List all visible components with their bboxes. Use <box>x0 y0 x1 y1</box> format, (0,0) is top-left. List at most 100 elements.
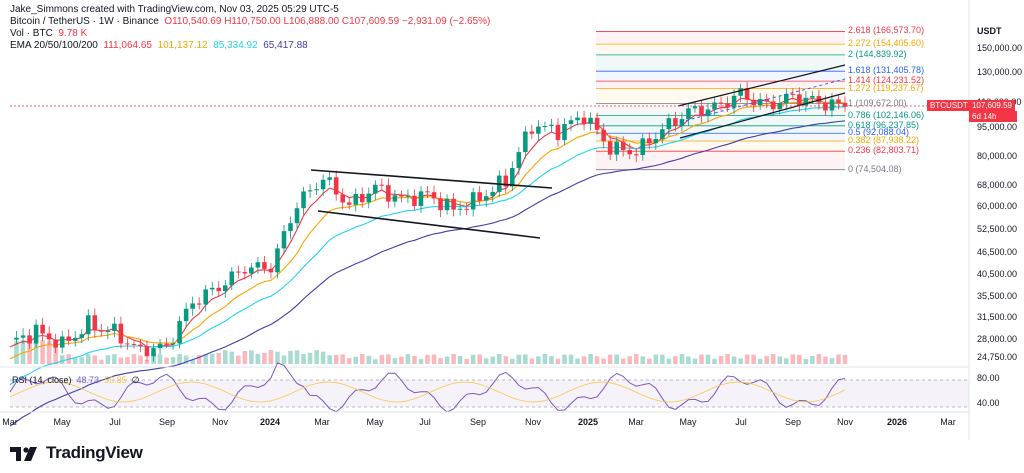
candle-body <box>823 102 828 111</box>
price-tick-label: 28,000.00 <box>977 334 1018 344</box>
volume-bar <box>112 354 117 364</box>
fib-label: 0 (74,504.08) <box>848 163 902 174</box>
ema20-value: 111,064.65 <box>103 40 152 51</box>
tradingview-logo[interactable]: TradingView <box>10 442 143 464</box>
volume-bar <box>464 358 469 364</box>
fib-labels: 2.618 (166,573.70) 2.272 (154,405.60) 2 (1… <box>760 0 969 200</box>
candle-body <box>294 208 300 224</box>
volume-bar <box>555 358 561 364</box>
candle-body <box>614 141 619 155</box>
candle-body <box>757 99 763 106</box>
price-chart[interactable]: Mar May Jul Sep Nov 2024 Mar May Jul Sep Nov 2025 Ma… <box>0 0 1024 440</box>
volume-bar <box>770 354 776 364</box>
volume-bar <box>444 356 450 364</box>
volume-bar <box>784 358 789 364</box>
fib-label: 0.618 (96,237.85) <box>848 119 920 130</box>
volume-bar <box>829 358 835 364</box>
tradingview-logo-icon <box>10 446 40 461</box>
ema200-line <box>9 120 846 427</box>
volume-bar <box>92 355 98 364</box>
volume-bar <box>836 354 841 364</box>
candle-body <box>418 191 424 206</box>
fib-label: 2.272 (154,405.60) <box>848 38 925 49</box>
rsi-tick-label: 80.00 <box>977 373 1000 383</box>
volume-bar <box>170 357 176 364</box>
candle-body <box>536 126 541 134</box>
volume-bar <box>190 359 195 364</box>
volume-bar <box>673 356 678 364</box>
candle-body <box>268 268 274 273</box>
volume-bar <box>647 358 652 364</box>
volume-bar <box>229 351 235 364</box>
candle-body <box>222 285 228 292</box>
candle-body <box>660 129 665 139</box>
ema-legend: EMA 20/50/100/200 111,064.65 101,137.12 … <box>10 40 490 52</box>
volume-bar <box>33 343 39 364</box>
rsi-line <box>9 362 846 413</box>
volume-bar <box>359 354 365 364</box>
volume-bar <box>451 354 456 364</box>
candle-body <box>751 99 756 106</box>
author-line: Jake_Simmons created with TradingView.co… <box>10 4 339 15</box>
rsi-label-text[interactable]: RSI (14, close) <box>12 375 72 385</box>
candle-body <box>490 191 496 197</box>
candle-body <box>725 103 730 108</box>
volume-bar <box>568 354 574 364</box>
ema-label[interactable]: EMA 20/50/100/200 <box>10 40 98 51</box>
volume-bar <box>503 356 509 364</box>
volume-bar <box>144 359 150 364</box>
candle-body <box>620 141 626 150</box>
volume-bar <box>314 350 319 364</box>
volume-bar <box>340 354 345 364</box>
badge-price: 107,609.59 <box>971 101 1012 110</box>
candle-body <box>718 102 724 104</box>
candle-body <box>118 323 124 344</box>
candle-body <box>40 324 45 334</box>
volume-bar <box>686 356 691 364</box>
channel-upper-line <box>677 64 846 107</box>
volume-bar <box>118 357 124 364</box>
candle-body <box>196 303 202 305</box>
candle-body <box>562 123 567 141</box>
trendlines[interactable] <box>310 64 846 239</box>
volume-bar <box>542 354 548 364</box>
candle-body <box>262 262 267 269</box>
symbol-title[interactable]: Bitcoin / TetherUS · 1W · Binance <box>10 16 159 27</box>
volume-bar <box>301 353 306 364</box>
volume-bar <box>72 357 78 364</box>
volume-bar <box>516 354 522 364</box>
volume-bar <box>79 357 85 364</box>
currency-label: USDT <box>977 26 1002 36</box>
volume-bar <box>373 359 378 364</box>
time-axis: Mar May Jul Sep Nov 2024 Mar May Jul Sep Nov 2025 Ma… <box>2 417 956 427</box>
volume-bar <box>810 355 815 364</box>
time-tick-label: Mar <box>314 417 330 427</box>
candle-body <box>340 194 345 203</box>
volume-label[interactable]: Vol · BTC <box>10 28 53 39</box>
fib-label: 0.382 (87,938.22) <box>848 135 920 146</box>
price-tick-label: 40,500.00 <box>977 269 1018 279</box>
volume-bar <box>255 353 261 364</box>
candle-body <box>457 208 463 210</box>
candle-body <box>333 177 339 195</box>
volume-bar <box>562 354 567 364</box>
candle-body <box>27 335 32 344</box>
candle-body <box>33 324 39 344</box>
volume-bar <box>627 356 633 364</box>
candle-body <box>744 88 750 100</box>
candle-body <box>151 348 156 357</box>
candle-body <box>157 343 163 349</box>
volume-bar <box>157 354 163 364</box>
volume-bar <box>607 354 613 364</box>
candle-body <box>46 333 52 340</box>
volume-bar <box>692 358 698 364</box>
volume-bar <box>653 354 659 364</box>
fib-band <box>596 125 845 134</box>
candle-body <box>842 102 848 107</box>
candles[interactable] <box>14 81 848 362</box>
volume-bar <box>418 359 424 364</box>
candle-body <box>353 193 359 205</box>
price-axis[interactable]: USDT 150,000.00130,000.00110,000.0095,00… <box>969 0 1024 440</box>
price-tick-label: 60,000.00 <box>977 201 1018 211</box>
price-tick-label: 31,500.00 <box>977 312 1018 322</box>
